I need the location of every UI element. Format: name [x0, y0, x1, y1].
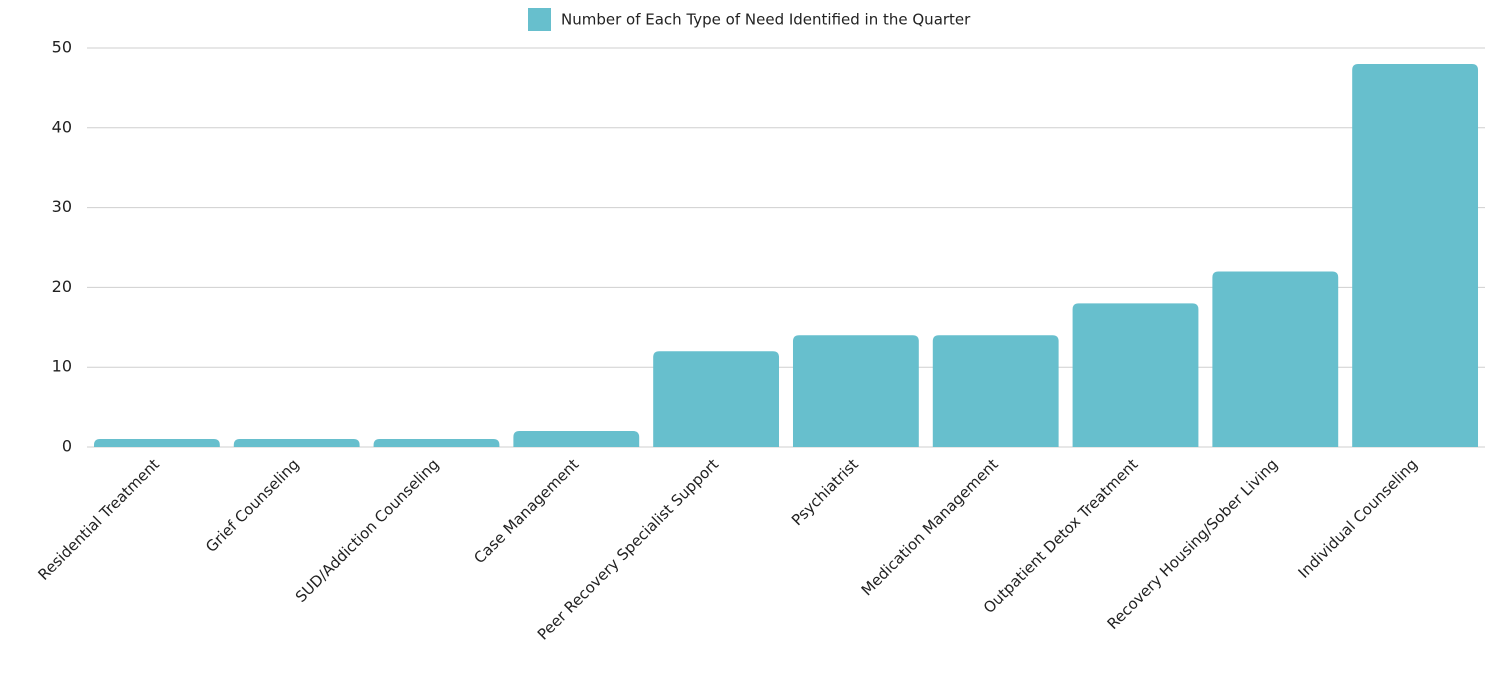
bar — [1212, 271, 1339, 447]
y-tick-label: 20 — [52, 277, 72, 296]
bar — [932, 335, 1059, 447]
bar — [1072, 303, 1199, 447]
y-tick-label: 50 — [52, 38, 72, 57]
bar — [653, 351, 780, 447]
x-tick-label: Case Management — [470, 455, 582, 567]
bar — [792, 335, 919, 447]
y-tick-label: 0 — [62, 437, 72, 456]
bar — [1352, 63, 1479, 448]
bar — [233, 439, 360, 447]
x-tick-label: Medication Management — [858, 455, 1002, 599]
x-tick-label: SUD/Addiction Counseling — [292, 455, 443, 606]
legend-label: Number of Each Type of Need Identified i… — [561, 11, 971, 29]
x-tick-label: Recovery Housing/Sober Living — [1104, 455, 1282, 633]
x-tick-label: Residential Treatment — [34, 455, 163, 584]
bar — [513, 431, 640, 447]
bar — [93, 439, 220, 447]
legend-swatch — [528, 8, 551, 31]
x-tick-label: Individual Counseling — [1295, 455, 1422, 582]
y-tick-label: 40 — [52, 117, 72, 136]
x-tick-label: Outpatient Detox Treatment — [980, 455, 1142, 617]
y-tick-label: 10 — [52, 357, 72, 376]
y-tick-label: 30 — [52, 197, 72, 216]
x-tick-label: Grief Counseling — [202, 455, 303, 556]
bar — [373, 439, 500, 447]
x-tick-label: Psychiatrist — [788, 455, 862, 529]
